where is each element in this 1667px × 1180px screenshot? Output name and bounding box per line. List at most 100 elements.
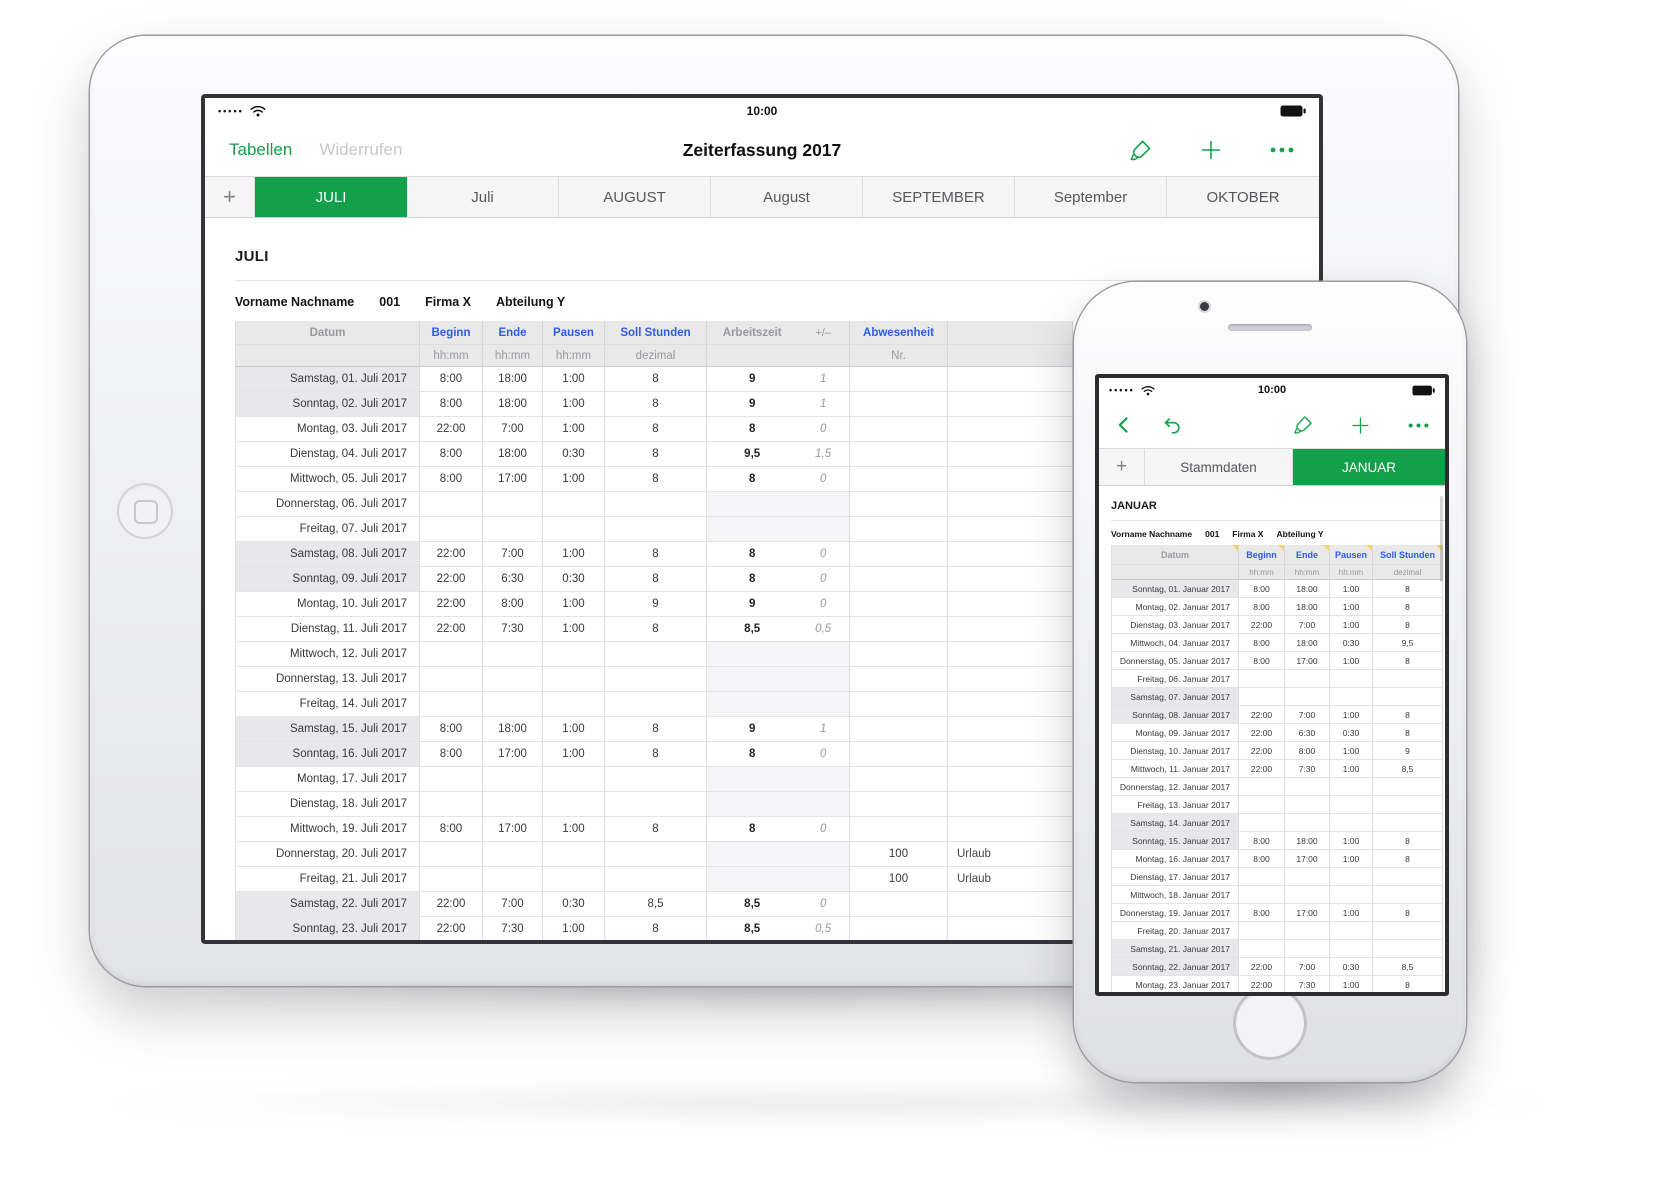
cell-soll-stunden[interactable]: 8	[605, 717, 707, 742]
ipad-tab-august[interactable]: AUGUST	[559, 177, 711, 217]
cell-datum[interactable]: Samstag, 22. Juli 2017	[235, 892, 420, 917]
cell-beginn[interactable]	[1239, 688, 1285, 706]
subheader-soll[interactable]: dezimal	[605, 345, 707, 367]
cell-datum[interactable]: Donnerstag, 06. Juli 2017	[235, 492, 420, 517]
cell-abwesenheit-note[interactable]	[948, 892, 1073, 917]
cell-beginn[interactable]	[1239, 814, 1285, 832]
cell-ende[interactable]	[483, 642, 543, 667]
cell-abwesenheit-note[interactable]	[948, 592, 1073, 617]
cell-abwesenheit[interactable]	[850, 767, 948, 792]
cell-datum[interactable]: Sonntag, 02. Juli 2017	[235, 392, 420, 417]
cell-soll-stunden[interactable]	[605, 792, 707, 817]
cell-plusminus[interactable]: 1	[819, 723, 827, 735]
cell-ende[interactable]: 7:00	[1285, 958, 1330, 976]
cell-soll-stunden[interactable]	[1373, 796, 1443, 814]
cell-arbeitszeit[interactable]: 9,5	[744, 448, 761, 460]
cell-pausen[interactable]: 0:30	[1330, 724, 1373, 742]
cell-beginn[interactable]: 8:00	[1239, 580, 1285, 598]
cell-datum[interactable]: Sonntag, 01. Januar 2017	[1111, 580, 1239, 598]
cell-soll-stunden[interactable]	[1373, 868, 1443, 886]
subheader-soll[interactable]: dezimal	[1373, 565, 1443, 580]
cell-pausen[interactable]: 1:00	[543, 467, 605, 492]
cell-pausen[interactable]: 1:00	[1330, 904, 1373, 922]
more-icon[interactable]	[1407, 415, 1430, 436]
cell-datum[interactable]: Sonntag, 23. Juli 2017	[235, 917, 420, 940]
cell-ende[interactable]: 7:00	[1285, 616, 1330, 634]
cell-pausen[interactable]: 1:00	[543, 417, 605, 442]
cell-datum[interactable]: Freitag, 06. Januar 2017	[1111, 670, 1239, 688]
cell-pausen[interactable]: 0:30	[1330, 958, 1373, 976]
cell-pausen[interactable]: 1:00	[1330, 706, 1373, 724]
cell-soll-stunden[interactable]: 8	[605, 467, 707, 492]
cell-datum[interactable]: Freitag, 14. Juli 2017	[235, 692, 420, 717]
cell-pausen[interactable]: 1:00	[543, 367, 605, 392]
cell-soll-stunden[interactable]: 8	[605, 817, 707, 842]
cell-beginn[interactable]: 22:00	[1239, 760, 1285, 778]
cell-arbeitszeit-group[interactable]: 9,5 1,5	[707, 442, 850, 467]
cell-pausen[interactable]	[1330, 868, 1373, 886]
ipad-home-button[interactable]	[117, 483, 173, 539]
cell-arbeitszeit[interactable]: 8	[748, 423, 756, 435]
cell-arbeitszeit-group[interactable]	[707, 792, 850, 817]
cell-arbeitszeit[interactable]: 9	[748, 398, 756, 410]
cell-ende[interactable]	[483, 667, 543, 692]
cell-soll-stunden[interactable]	[605, 492, 707, 517]
cell-soll-stunden[interactable]	[1373, 814, 1443, 832]
cell-arbeitszeit[interactable]: 8	[748, 473, 756, 485]
cell-abwesenheit[interactable]	[850, 417, 948, 442]
cell-plusminus[interactable]: 0,5	[815, 623, 832, 635]
cell-abwesenheit[interactable]	[850, 592, 948, 617]
cell-abwesenheit-note[interactable]	[948, 692, 1073, 717]
cell-beginn[interactable]	[1239, 922, 1285, 940]
cell-pausen[interactable]	[1330, 814, 1373, 832]
cell-plusminus[interactable]: 0	[819, 598, 827, 610]
cell-soll-stunden[interactable]: 8	[1373, 652, 1443, 670]
cell-datum[interactable]: Mittwoch, 19. Juli 2017	[235, 817, 420, 842]
format-brush-icon[interactable]	[1128, 138, 1153, 163]
cell-plusminus[interactable]: 0	[819, 573, 827, 585]
cell-beginn[interactable]: 8:00	[420, 367, 483, 392]
cell-beginn[interactable]: 8:00	[420, 717, 483, 742]
col-header-soll-stunden[interactable]: Soll Stunden	[1373, 545, 1443, 565]
subheader-datum[interactable]	[235, 345, 420, 367]
cell-arbeitszeit-group[interactable]	[707, 692, 850, 717]
cell-soll-stunden[interactable]	[1373, 940, 1443, 958]
cell-pausen[interactable]: 1:00	[543, 392, 605, 417]
cell-datum[interactable]: Montag, 03. Juli 2017	[235, 417, 420, 442]
subheader-arbeitszeit[interactable]	[707, 345, 850, 367]
cell-ende[interactable]: 18:00	[1285, 580, 1330, 598]
cell-soll-stunden[interactable]: 8	[1373, 706, 1443, 724]
cell-soll-stunden[interactable]	[605, 642, 707, 667]
cell-abwesenheit[interactable]	[850, 492, 948, 517]
cell-beginn[interactable]: 8:00	[1239, 634, 1285, 652]
employee-info-row[interactable]: Vorname Nachname 001 Firma X Abteilung Y	[235, 295, 1319, 309]
cell-plusminus[interactable]: 1	[819, 398, 827, 410]
cell-soll-stunden[interactable]: 8,5	[605, 892, 707, 917]
cell-pausen[interactable]: 1:00	[1330, 832, 1373, 850]
cell-abwesenheit[interactable]	[850, 392, 948, 417]
cell-ende[interactable]: 17:00	[1285, 850, 1330, 868]
col-header-pausen[interactable]: Pausen	[1330, 545, 1373, 565]
cell-beginn[interactable]: 8:00	[1239, 850, 1285, 868]
cell-ende[interactable]	[1285, 940, 1330, 958]
ipad-tab-august[interactable]: August	[711, 177, 863, 217]
cell-abwesenheit[interactable]	[850, 517, 948, 542]
cell-datum[interactable]: Montag, 02. Januar 2017	[1111, 598, 1239, 616]
cell-arbeitszeit[interactable]: 8	[748, 823, 756, 835]
format-brush-icon[interactable]	[1292, 414, 1314, 436]
cell-datum[interactable]: Samstag, 21. Januar 2017	[1111, 940, 1239, 958]
cell-plusminus[interactable]: 1,5	[815, 448, 832, 460]
cell-soll-stunden[interactable]: 8	[605, 917, 707, 940]
cell-pausen[interactable]: 0:30	[543, 567, 605, 592]
subheader-beginn[interactable]: hh:mm	[1239, 565, 1285, 580]
col-header-ende[interactable]: Ende	[483, 321, 543, 345]
cell-arbeitszeit[interactable]: 9	[748, 373, 756, 385]
cell-abwesenheit-note[interactable]	[948, 492, 1073, 517]
cell-soll-stunden[interactable]: 8	[1373, 904, 1443, 922]
cell-datum[interactable]: Dienstag, 03. Januar 2017	[1111, 616, 1239, 634]
cell-ende[interactable]	[483, 792, 543, 817]
